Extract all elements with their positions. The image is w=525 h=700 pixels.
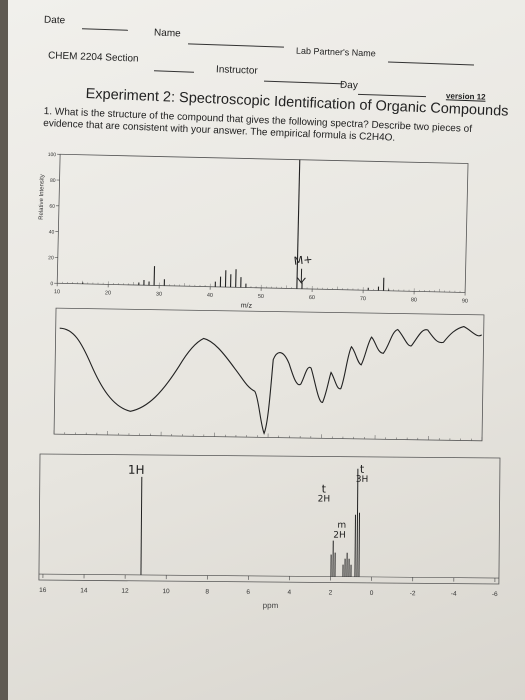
- date-line[interactable]: [81, 28, 129, 31]
- ms-x-tick-label: 50: [258, 294, 264, 300]
- version-label: version 12: [445, 91, 486, 102]
- nmr-xlabel: ppm: [262, 600, 279, 611]
- nmr-note-2h-a: 2H: [317, 494, 331, 505]
- ms-y-tick-label: 20: [48, 255, 54, 261]
- ms-x-tick-label: 90: [462, 298, 468, 304]
- ms-x-tick-label: 20: [105, 290, 111, 296]
- nmr-note-2h-b: 2H: [333, 530, 346, 541]
- ms-peak-group: [82, 159, 390, 291]
- name-label: Name: [153, 27, 181, 40]
- nmr-tick-group: 16 14 12 10 8 6 4 2 0 -2 -4 -6: [39, 574, 498, 598]
- arrow-down-icon: [296, 268, 306, 284]
- nmr-peak-multiplet-2h: [342, 552, 352, 577]
- nmr-x-tick-label: -4: [451, 591, 457, 598]
- nmr-x-tick-label: -6: [492, 591, 498, 598]
- ir-spectrum-plot: [53, 307, 485, 442]
- ms-tick-group: 10 20 30 40 50 60 70 80 90 100 80 60 40 20 0: [48, 152, 468, 305]
- nmr-x-tick-label: 0: [370, 590, 374, 597]
- ms-frame: [56, 153, 469, 293]
- nmr-note-1h: 1H: [127, 462, 145, 477]
- nmr-x-tick-label: -2: [410, 590, 416, 597]
- ms-y-tick-label: 0: [50, 281, 53, 287]
- nmr-x-tick-label: 14: [80, 587, 88, 594]
- nmr-frame: [38, 453, 501, 585]
- ms-annotation-mplus: M+: [293, 252, 314, 268]
- nmr-peak-triplet-3h: [354, 468, 361, 577]
- nmr-peak-12: [140, 476, 143, 575]
- ms-y-tick-label: 60: [49, 204, 55, 210]
- nmr-peak-triplet-2h: [330, 540, 336, 577]
- nmr-x-tick-label: 6: [246, 589, 250, 596]
- nmr-note-3h: 3H: [355, 474, 369, 485]
- ms-y-tick-label: 40: [49, 229, 55, 235]
- mass-spectrum-plot: 10 20 30 40 50 60 70 80 90 100 80 60 40 20 0: [48, 152, 469, 305]
- ms-ylabel: Relative Intensity: [38, 174, 46, 220]
- partner-label: Lab Partner's Name: [295, 45, 376, 59]
- ms-x-tick-label: 40: [207, 293, 213, 299]
- nmr-x-tick-label: 10: [162, 588, 170, 595]
- instructor-label: Instructor: [215, 64, 258, 77]
- worksheet-page: Date Name Lab Partner's Name CHEM 2204 S…: [8, 0, 525, 700]
- date-label: Date: [43, 14, 66, 27]
- day-label: Day: [339, 79, 358, 92]
- nmr-x-tick-label: 4: [288, 589, 292, 596]
- ms-x-tick-label: 60: [309, 295, 315, 301]
- nmr-x-tick-label: 2: [329, 590, 333, 597]
- section-label: CHEM 2204 Section: [47, 50, 139, 65]
- nmr-x-tick-label: 8: [205, 588, 209, 595]
- nmr-spectrum-plot: 16 14 12 10 8 6 4 2 0 -2 -4 -6: [38, 453, 501, 598]
- ms-x-tick-label: 10: [54, 289, 60, 295]
- ir-frame: [53, 307, 485, 442]
- ir-tick-group: [53, 430, 483, 441]
- partner-line[interactable]: [388, 61, 474, 66]
- instructor-line[interactable]: [264, 80, 344, 85]
- nmr-note-m: m: [337, 520, 347, 531]
- name-line[interactable]: [188, 43, 284, 48]
- ms-x-tick-label: 30: [156, 291, 162, 297]
- day-line[interactable]: [358, 93, 426, 98]
- ms-y-tick-label: 80: [50, 178, 56, 184]
- ms-x-tick-label: 70: [360, 296, 366, 302]
- ms-y-tick-label: 100: [48, 152, 57, 158]
- nmr-baseline: [38, 573, 499, 579]
- ir-trace: [59, 325, 483, 435]
- nmr-x-tick-label: 16: [39, 587, 47, 594]
- nmr-x-tick-label: 12: [121, 588, 129, 595]
- section-line[interactable]: [153, 70, 195, 73]
- ms-peak: [296, 159, 301, 289]
- ms-x-tick-label: 80: [411, 297, 417, 303]
